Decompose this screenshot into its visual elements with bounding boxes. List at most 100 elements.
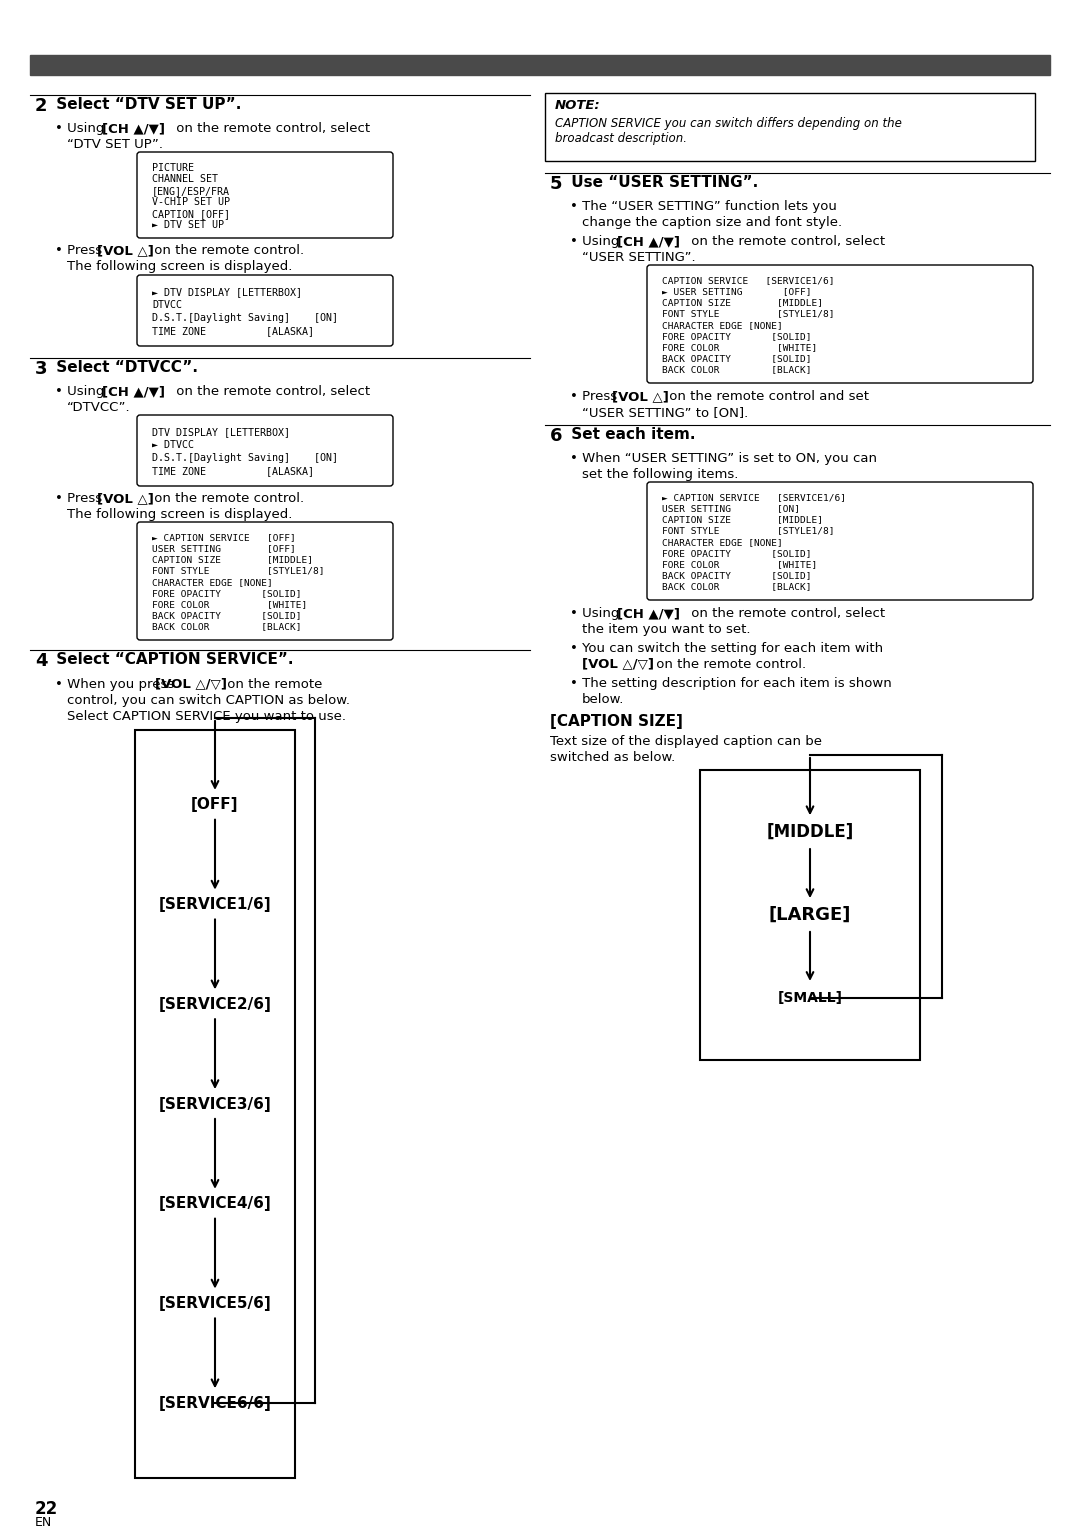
Text: • Using: • Using [55, 385, 109, 398]
Text: [LARGE]: [LARGE] [769, 906, 851, 925]
Text: CAPTION SIZE        [MIDDLE]: CAPTION SIZE [MIDDLE] [662, 298, 823, 307]
Text: on the remote control, select: on the remote control, select [172, 385, 370, 398]
Text: 22: 22 [35, 1500, 58, 1518]
Text: ► CAPTION SERVICE   [OFF]: ► CAPTION SERVICE [OFF] [152, 533, 296, 542]
Text: [CH ▲/▼]: [CH ▲/▼] [617, 607, 680, 620]
Text: [SERVICE6/6]: [SERVICE6/6] [159, 1396, 271, 1410]
Text: CHARACTER EDGE [NONE]: CHARACTER EDGE [NONE] [152, 578, 273, 586]
Text: [SERVICE1/6]: [SERVICE1/6] [159, 897, 271, 913]
Text: D.S.T.[Daylight Saving]    [ON]: D.S.T.[Daylight Saving] [ON] [152, 313, 338, 324]
Text: [MIDDLE]: [MIDDLE] [767, 823, 853, 841]
Text: FORE OPACITY       [SOLID]: FORE OPACITY [SOLID] [662, 331, 811, 340]
Text: [VOL △]: [VOL △] [612, 391, 669, 403]
Bar [135, 729, 295, 1479]
Text: Set each item.: Set each item. [566, 427, 696, 443]
Bar [700, 771, 920, 1061]
Text: CAPTION SERVICE   [SERVICE1/6]: CAPTION SERVICE [SERVICE1/6] [662, 276, 835, 285]
Text: [SERVICE5/6]: [SERVICE5/6] [159, 1296, 271, 1311]
Text: [SMALL]: [SMALL] [778, 990, 842, 1004]
Text: The following screen is displayed.: The following screen is displayed. [67, 508, 293, 520]
Text: ► DTV DISPLAY [LETTERBOX]: ► DTV DISPLAY [LETTERBOX] [152, 287, 302, 298]
Text: [VOL △]: [VOL △] [97, 491, 153, 505]
Text: [CH ▲/▼]: [CH ▲/▼] [617, 235, 680, 249]
Text: FONT STYLE          [STYLE1/8]: FONT STYLE [STYLE1/8] [152, 566, 324, 575]
Text: the item you want to set.: the item you want to set. [582, 623, 751, 636]
Text: CHARACTER EDGE [NONE]: CHARACTER EDGE [NONE] [662, 320, 783, 330]
Text: control, you can switch CAPTION as below.: control, you can switch CAPTION as below… [67, 694, 350, 707]
Text: below.: below. [582, 693, 624, 707]
Text: • You can switch the setting for each item with: • You can switch the setting for each it… [570, 642, 883, 655]
Text: BACK COLOR         [BLACK]: BACK COLOR [BLACK] [662, 365, 811, 374]
Text: • Using: • Using [570, 607, 623, 620]
FancyBboxPatch shape [647, 482, 1032, 600]
Text: ► DTVCC: ► DTVCC [152, 439, 194, 450]
Text: BACK COLOR         [BLACK]: BACK COLOR [BLACK] [662, 583, 811, 592]
Text: [CAPTION SIZE]: [CAPTION SIZE] [550, 714, 683, 729]
Text: “USER SETTING”.: “USER SETTING”. [582, 250, 696, 264]
Bar [30, 55, 1050, 75]
Text: TIME ZONE          [ALASKA]: TIME ZONE [ALASKA] [152, 327, 314, 336]
Text: CAPTION SIZE        [MIDDLE]: CAPTION SIZE [MIDDLE] [152, 555, 313, 565]
Text: 6: 6 [550, 427, 563, 446]
Text: • Press: • Press [55, 244, 106, 256]
Text: CAPTION SERVICE you can switch differs depending on the
broadcast description.: CAPTION SERVICE you can switch differs d… [555, 118, 902, 145]
Text: [ENG]/ESP/FRA: [ENG]/ESP/FRA [152, 186, 230, 195]
Text: 4: 4 [35, 652, 48, 670]
Text: on the remote: on the remote [222, 678, 322, 691]
Text: CAPTION SIZE        [MIDDLE]: CAPTION SIZE [MIDDLE] [662, 516, 823, 525]
Text: [VOL △]: [VOL △] [97, 244, 153, 256]
Text: CHARACTER EDGE [NONE]: CHARACTER EDGE [NONE] [662, 537, 783, 546]
Text: D.S.T.[Daylight Saving]    [ON]: D.S.T.[Daylight Saving] [ON] [152, 453, 338, 462]
Text: • Using: • Using [570, 235, 623, 249]
Text: FONT STYLE          [STYLE1/8]: FONT STYLE [STYLE1/8] [662, 526, 835, 536]
Text: [CH ▲/▼]: [CH ▲/▼] [102, 385, 165, 398]
Text: on the remote control.: on the remote control. [652, 658, 806, 671]
Text: [VOL △/▽]: [VOL △/▽] [156, 678, 227, 691]
Text: [SERVICE4/6]: [SERVICE4/6] [159, 1196, 271, 1212]
Text: BACK COLOR         [BLACK]: BACK COLOR [BLACK] [152, 623, 301, 632]
Text: 5: 5 [550, 175, 563, 192]
Text: [OFF]: [OFF] [191, 797, 239, 812]
Text: FONT STYLE          [STYLE1/8]: FONT STYLE [STYLE1/8] [662, 310, 835, 319]
Bar [545, 93, 1035, 162]
Text: on the remote control.: on the remote control. [150, 491, 305, 505]
Text: FORE COLOR          [WHITE]: FORE COLOR [WHITE] [662, 560, 818, 569]
Text: PICTURE: PICTURE [152, 163, 194, 172]
Text: BACK OPACITY       [SOLID]: BACK OPACITY [SOLID] [662, 571, 811, 580]
Text: CHANNEL SET: CHANNEL SET [152, 174, 218, 185]
Text: “DTV SET UP”.: “DTV SET UP”. [67, 137, 163, 151]
Text: on the remote control and set: on the remote control and set [665, 391, 869, 403]
FancyBboxPatch shape [137, 153, 393, 238]
Text: on the remote control.: on the remote control. [150, 244, 305, 256]
Text: 2: 2 [35, 98, 48, 114]
Text: • Press: • Press [55, 491, 106, 505]
Text: Select CAPTION SERVICE you want to use.: Select CAPTION SERVICE you want to use. [67, 710, 346, 723]
Text: EN: EN [35, 1515, 52, 1526]
Text: on the remote control, select: on the remote control, select [687, 235, 886, 249]
Text: change the caption size and font style.: change the caption size and font style. [582, 217, 842, 229]
Text: Select “CAPTION SERVICE”.: Select “CAPTION SERVICE”. [51, 652, 294, 667]
Text: FORE COLOR          [WHITE]: FORE COLOR [WHITE] [662, 343, 818, 353]
Text: switched as below.: switched as below. [550, 751, 675, 765]
Text: [VOL △/▽]: [VOL △/▽] [582, 658, 654, 671]
Text: [SERVICE2/6]: [SERVICE2/6] [159, 996, 271, 1012]
Text: • Press: • Press [570, 391, 621, 403]
Text: TIME ZONE          [ALASKA]: TIME ZONE [ALASKA] [152, 465, 314, 476]
Text: on the remote control, select: on the remote control, select [172, 122, 370, 134]
FancyBboxPatch shape [137, 522, 393, 639]
Text: USER SETTING        [ON]: USER SETTING [ON] [662, 504, 800, 513]
Text: The following screen is displayed.: The following screen is displayed. [67, 259, 293, 273]
Text: NOTE:: NOTE: [555, 99, 600, 111]
Text: FORE OPACITY       [SOLID]: FORE OPACITY [SOLID] [662, 549, 811, 559]
FancyBboxPatch shape [647, 266, 1032, 383]
Text: on the remote control, select: on the remote control, select [687, 607, 886, 620]
Text: “DTVCC”.: “DTVCC”. [67, 401, 131, 414]
Text: ► DTV SET UP: ► DTV SET UP [152, 220, 224, 230]
Text: 3: 3 [35, 360, 48, 378]
FancyBboxPatch shape [137, 415, 393, 485]
Text: set the following items.: set the following items. [582, 468, 739, 481]
Text: FORE COLOR          [WHITE]: FORE COLOR [WHITE] [152, 600, 307, 609]
Text: V-CHIP SET UP: V-CHIP SET UP [152, 197, 230, 208]
Text: • The setting description for each item is shown: • The setting description for each item … [570, 678, 892, 690]
Text: [CH ▲/▼]: [CH ▲/▼] [102, 122, 165, 134]
